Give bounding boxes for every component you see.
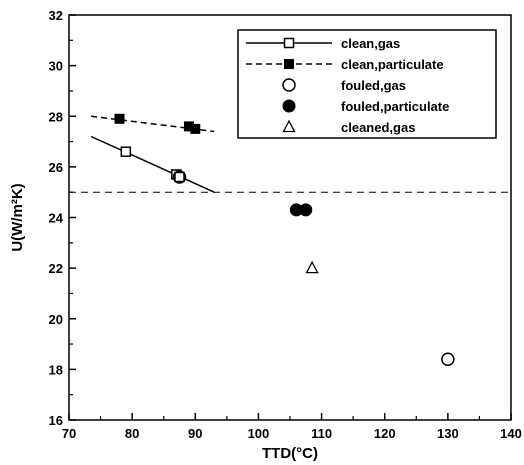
legend-marker-filled-square [284, 59, 294, 69]
legend: clean,gas clean,particulate fouled,gas foul… [237, 29, 497, 139]
point-filled-circle [299, 203, 313, 217]
fit-line [90, 135, 215, 193]
point-open-circle [172, 170, 187, 184]
legend-box [237, 29, 497, 139]
y-tick-label: 16 [49, 413, 63, 428]
legend-marker-open-circle [282, 78, 296, 92]
y-tick-label: 22 [49, 261, 63, 276]
legend-label: fouled,gas [341, 78, 406, 93]
legend-label: clean,gas [341, 36, 400, 51]
x-tick-label: 140 [500, 426, 522, 441]
y-tick-label: 32 [49, 8, 63, 23]
legend-marker-open-triangle [282, 119, 296, 133]
x-tick-label: 120 [374, 426, 396, 441]
point-open-circle [441, 352, 455, 366]
legend-marker-filled-circle [282, 99, 296, 113]
y-tick-label: 28 [49, 109, 63, 124]
legend-label: clean,particulate [341, 57, 444, 72]
axis-ticks: 70 80 90 100 110 120 130 140 16 18 20 22 24 26 28 30 32 [49, 8, 522, 441]
point-open-triangle [305, 260, 319, 274]
plot-area [68, 14, 512, 421]
x-tick-label: 110 [311, 426, 332, 441]
x-tick-label: 100 [248, 426, 270, 441]
y-tick-label: 30 [49, 59, 63, 74]
y-axis-title: U(W/m²K) [9, 183, 26, 251]
point-filled-square [190, 123, 201, 134]
x-tick-label: 80 [125, 426, 139, 441]
point-open-square [120, 146, 132, 157]
point-open-square [174, 171, 185, 183]
x-tick-label: 70 [62, 426, 76, 441]
x-axis-title: TTD(°C) [262, 445, 318, 462]
point-filled-square [114, 113, 125, 124]
legend-label: fouled,particulate [341, 99, 449, 114]
y-tick-label: 18 [49, 362, 63, 377]
y-tick-label: 20 [49, 312, 63, 327]
x-tick-label: 90 [188, 426, 202, 441]
y-tick-label: 24 [49, 211, 64, 226]
y-tick-label: 26 [49, 160, 63, 175]
legend-label: cleaned,gas [341, 120, 415, 135]
legend-marker-open-square [283, 37, 295, 49]
x-tick-label: 130 [437, 426, 459, 441]
data-points [114, 113, 455, 366]
